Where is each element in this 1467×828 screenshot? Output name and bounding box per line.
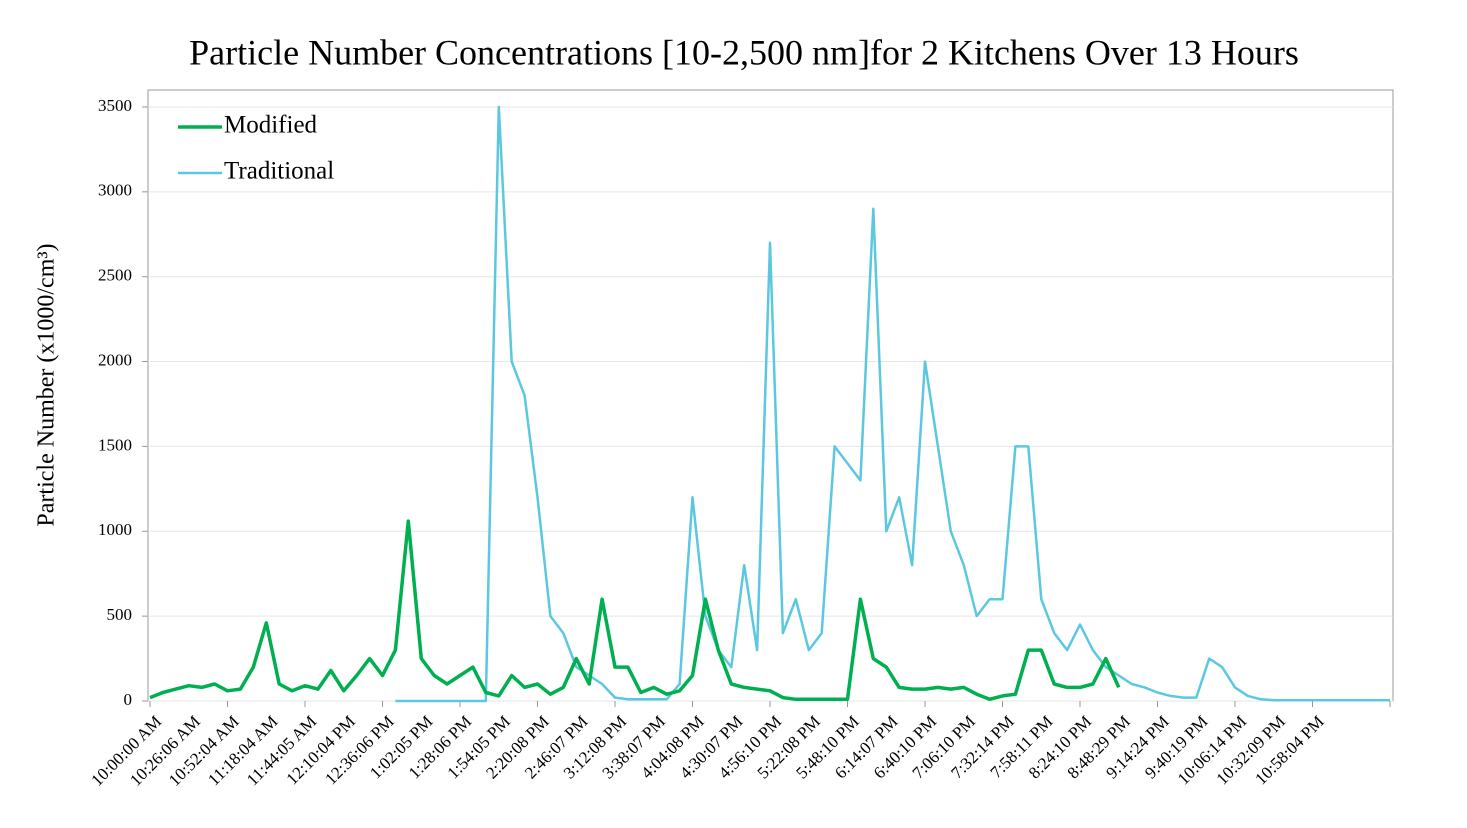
legend-label: Traditional bbox=[224, 158, 334, 185]
y-tick-label: 2500 bbox=[98, 266, 132, 285]
y-tick-label: 0 bbox=[124, 690, 133, 709]
data-line bbox=[395, 105, 1390, 703]
data-line bbox=[149, 519, 1121, 702]
y-axis-label: Particle Number (x1000/cm³) bbox=[34, 243, 60, 526]
legend-label: Modified bbox=[224, 112, 318, 139]
y-tick-label: 1500 bbox=[98, 435, 132, 454]
chart-title: Particle Number Concentrations [10-2,500… bbox=[189, 32, 1299, 72]
y-tick-label: 1000 bbox=[98, 520, 132, 539]
y-tick-label: 500 bbox=[107, 605, 133, 624]
y-tick-label: 3000 bbox=[98, 181, 132, 200]
y-tick-label: 2000 bbox=[98, 350, 132, 369]
y-tick-label: 3500 bbox=[98, 96, 132, 115]
plot-frame bbox=[147, 89, 1394, 702]
